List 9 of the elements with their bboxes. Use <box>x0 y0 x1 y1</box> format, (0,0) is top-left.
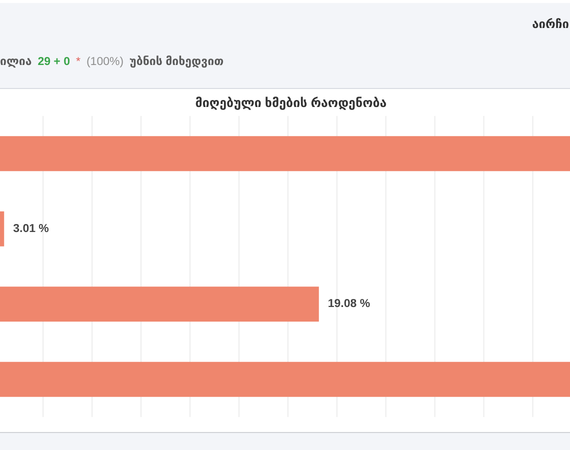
text: 29 + 0 <box>38 56 70 68</box>
text: უბნის მიხედვით <box>130 56 224 68</box>
text: ილია <box>0 56 32 68</box>
data-label: 3.01 % <box>13 222 49 235</box>
data-label: 19.08 % <box>328 298 370 310</box>
text: * <box>76 56 80 68</box>
text: აირჩი <box>532 16 569 32</box>
chart-title: მიღებული ხმების რაოდენობა <box>195 96 387 110</box>
text: (100%) <box>86 56 124 68</box>
